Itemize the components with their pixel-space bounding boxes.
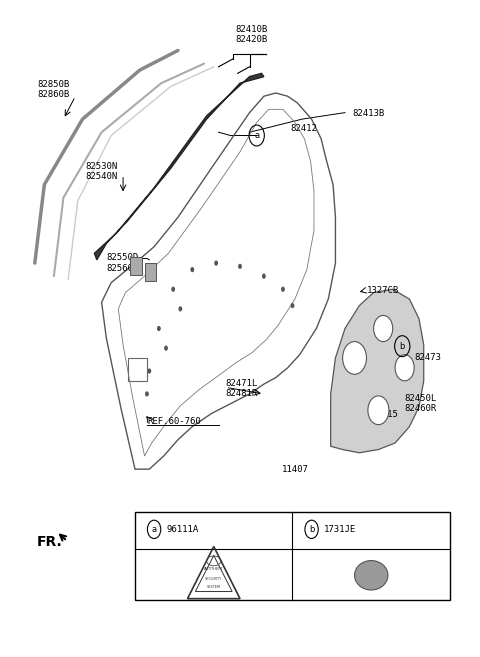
Text: 82410B
82420B: 82410B 82420B — [236, 24, 268, 44]
Circle shape — [343, 342, 366, 374]
FancyBboxPatch shape — [135, 512, 450, 600]
Circle shape — [214, 260, 218, 265]
Text: b: b — [399, 342, 405, 351]
Text: 82850B
82860B: 82850B 82860B — [37, 80, 70, 99]
Text: b: b — [309, 525, 314, 534]
Circle shape — [373, 315, 393, 342]
Text: REF.60-760: REF.60-760 — [147, 417, 201, 426]
Text: 11407: 11407 — [281, 464, 308, 474]
Circle shape — [164, 346, 168, 351]
Text: 82413B: 82413B — [352, 110, 384, 118]
Text: SYSTEM: SYSTEM — [207, 585, 221, 589]
Circle shape — [147, 369, 151, 374]
Polygon shape — [331, 289, 424, 453]
Circle shape — [281, 286, 285, 292]
Text: SECURITY: SECURITY — [205, 577, 222, 581]
Text: a: a — [254, 131, 259, 140]
Circle shape — [290, 303, 294, 308]
FancyBboxPatch shape — [130, 256, 142, 275]
Circle shape — [238, 263, 242, 269]
Text: 94415: 94415 — [371, 411, 398, 419]
Text: 1731JE: 1731JE — [324, 525, 356, 534]
Text: 1327CB: 1327CB — [366, 286, 399, 295]
Text: 82550D
82560D: 82550D 82560D — [107, 254, 139, 273]
Polygon shape — [95, 74, 264, 260]
Text: 82450L
82460R: 82450L 82460R — [405, 394, 437, 413]
Text: 96111A: 96111A — [166, 525, 198, 534]
Circle shape — [171, 286, 175, 292]
Text: 82471L
82481R: 82471L 82481R — [226, 379, 258, 398]
Circle shape — [262, 273, 266, 279]
Circle shape — [157, 326, 161, 331]
Ellipse shape — [355, 560, 388, 590]
Circle shape — [191, 267, 194, 272]
FancyBboxPatch shape — [144, 263, 156, 281]
Circle shape — [395, 355, 414, 381]
Text: 82530N
82540N: 82530N 82540N — [85, 162, 117, 181]
Circle shape — [145, 392, 149, 397]
Text: a: a — [152, 525, 156, 534]
Circle shape — [368, 396, 389, 424]
Circle shape — [179, 306, 182, 311]
Text: 82412: 82412 — [290, 124, 317, 133]
Text: ANTITHEFT: ANTITHEFT — [204, 567, 223, 571]
Text: 82473: 82473 — [414, 353, 441, 363]
Text: FR.: FR. — [37, 535, 63, 549]
